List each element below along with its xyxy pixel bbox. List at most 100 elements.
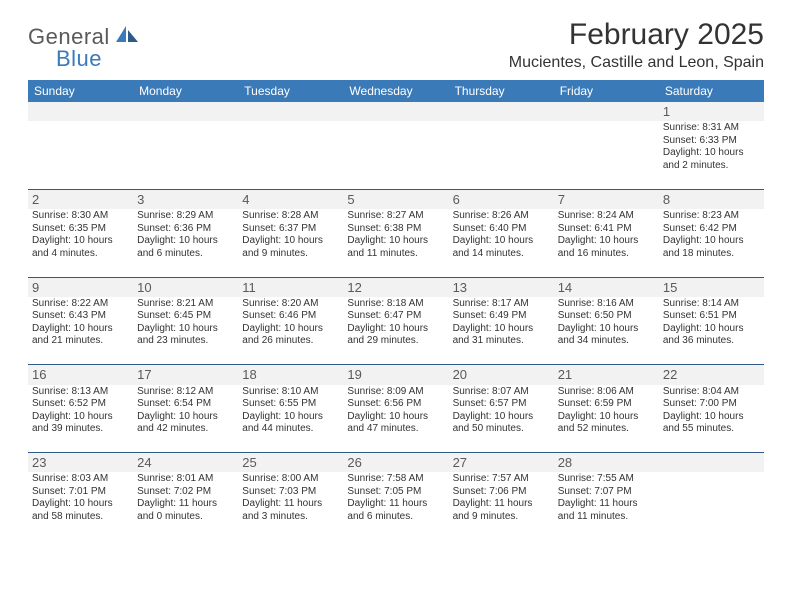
- daylight-line: and 39 minutes.: [32, 423, 129, 436]
- daylight-line: Daylight: 10 hours: [242, 323, 339, 336]
- sunset-line: Sunset: 6:41 PM: [558, 223, 655, 236]
- day-number: 9: [32, 280, 129, 296]
- daylight-line: Daylight: 10 hours: [32, 498, 129, 511]
- weekday-header: Saturday: [659, 80, 764, 102]
- day-data-cell: [449, 121, 554, 189]
- day-number-cell: 26: [343, 453, 448, 473]
- daylight-line: Daylight: 11 hours: [347, 498, 444, 511]
- day-number: 3: [137, 192, 234, 208]
- day-number-cell: [449, 102, 554, 121]
- daylight-line: Daylight: 10 hours: [32, 323, 129, 336]
- month-title: February 2025: [509, 18, 764, 52]
- day-data-cell: Sunrise: 8:01 AMSunset: 7:02 PMDaylight:…: [133, 472, 238, 540]
- sunset-line: Sunset: 6:49 PM: [453, 310, 550, 323]
- day-data-cell: Sunrise: 8:07 AMSunset: 6:57 PMDaylight:…: [449, 385, 554, 453]
- sunset-line: Sunset: 6:37 PM: [242, 223, 339, 236]
- sunrise-line: Sunrise: 7:57 AM: [453, 473, 550, 486]
- daylight-line: and 36 minutes.: [663, 335, 760, 348]
- sunset-line: Sunset: 6:47 PM: [347, 310, 444, 323]
- day-number: 26: [347, 455, 444, 471]
- daylight-line: and 6 minutes.: [137, 248, 234, 261]
- daylight-line: Daylight: 10 hours: [347, 235, 444, 248]
- daylight-line: and 2 minutes.: [663, 160, 760, 173]
- weekday-header: Wednesday: [343, 80, 448, 102]
- daylight-line: and 44 minutes.: [242, 423, 339, 436]
- day-number-cell: 2: [28, 189, 133, 209]
- daylight-line: Daylight: 11 hours: [137, 498, 234, 511]
- daylight-line: Daylight: 10 hours: [663, 323, 760, 336]
- day-number: 27: [453, 455, 550, 471]
- sunrise-line: Sunrise: 8:27 AM: [347, 210, 444, 223]
- day-data-cell: Sunrise: 8:24 AMSunset: 6:41 PMDaylight:…: [554, 209, 659, 277]
- day-data-cell: Sunrise: 8:20 AMSunset: 6:46 PMDaylight:…: [238, 297, 343, 365]
- day-number-cell: [659, 453, 764, 473]
- day-number: 2: [32, 192, 129, 208]
- day-number-cell: [133, 102, 238, 121]
- daylight-line: and 11 minutes.: [558, 511, 655, 524]
- daylight-line: and 47 minutes.: [347, 423, 444, 436]
- weekday-header: Thursday: [449, 80, 554, 102]
- day-number-cell: 10: [133, 277, 238, 297]
- sunset-line: Sunset: 6:38 PM: [347, 223, 444, 236]
- sunset-line: Sunset: 6:52 PM: [32, 398, 129, 411]
- sunrise-line: Sunrise: 8:23 AM: [663, 210, 760, 223]
- daylight-line: and 11 minutes.: [347, 248, 444, 261]
- sunrise-line: Sunrise: 7:55 AM: [558, 473, 655, 486]
- sunset-line: Sunset: 6:50 PM: [558, 310, 655, 323]
- daylight-line: and 55 minutes.: [663, 423, 760, 436]
- day-number-cell: 12: [343, 277, 448, 297]
- calendar-header-row: SundayMondayTuesdayWednesdayThursdayFrid…: [28, 80, 764, 102]
- daylight-line: Daylight: 10 hours: [453, 411, 550, 424]
- daylight-line: and 4 minutes.: [32, 248, 129, 261]
- daylight-line: and 26 minutes.: [242, 335, 339, 348]
- day-number-cell: 14: [554, 277, 659, 297]
- sunrise-line: Sunrise: 8:29 AM: [137, 210, 234, 223]
- day-number-cell: 19: [343, 365, 448, 385]
- sunset-line: Sunset: 6:55 PM: [242, 398, 339, 411]
- weekday-header: Sunday: [28, 80, 133, 102]
- weekday-header: Friday: [554, 80, 659, 102]
- daylight-line: Daylight: 10 hours: [32, 411, 129, 424]
- day-number: 24: [137, 455, 234, 471]
- sunset-line: Sunset: 6:43 PM: [32, 310, 129, 323]
- day-data-cell: Sunrise: 8:30 AMSunset: 6:35 PMDaylight:…: [28, 209, 133, 277]
- logo-blue: Blue: [56, 46, 138, 72]
- day-number-cell: [343, 102, 448, 121]
- day-data-cell: [238, 121, 343, 189]
- day-data-cell: Sunrise: 8:10 AMSunset: 6:55 PMDaylight:…: [238, 385, 343, 453]
- daylight-line: Daylight: 11 hours: [242, 498, 339, 511]
- daylight-line: Daylight: 10 hours: [663, 411, 760, 424]
- day-number-cell: [238, 102, 343, 121]
- daylight-line: and 9 minutes.: [453, 511, 550, 524]
- day-data-cell: Sunrise: 8:28 AMSunset: 6:37 PMDaylight:…: [238, 209, 343, 277]
- day-data-cell: Sunrise: 8:26 AMSunset: 6:40 PMDaylight:…: [449, 209, 554, 277]
- sunrise-line: Sunrise: 7:58 AM: [347, 473, 444, 486]
- day-data-cell: Sunrise: 8:16 AMSunset: 6:50 PMDaylight:…: [554, 297, 659, 365]
- day-number: 23: [32, 455, 129, 471]
- daylight-line: and 18 minutes.: [663, 248, 760, 261]
- sunset-line: Sunset: 7:07 PM: [558, 486, 655, 499]
- day-number: 22: [663, 367, 760, 383]
- sunset-line: Sunset: 6:56 PM: [347, 398, 444, 411]
- day-data-cell: Sunrise: 8:22 AMSunset: 6:43 PMDaylight:…: [28, 297, 133, 365]
- day-number-cell: 22: [659, 365, 764, 385]
- daylight-line: Daylight: 10 hours: [453, 323, 550, 336]
- daylight-line: Daylight: 10 hours: [558, 411, 655, 424]
- day-number-cell: 20: [449, 365, 554, 385]
- day-data-cell: [343, 121, 448, 189]
- daylight-line: and 34 minutes.: [558, 335, 655, 348]
- day-number: 28: [558, 455, 655, 471]
- sunset-line: Sunset: 7:05 PM: [347, 486, 444, 499]
- sunrise-line: Sunrise: 8:31 AM: [663, 122, 760, 135]
- sunset-line: Sunset: 6:45 PM: [137, 310, 234, 323]
- daylight-line: and 3 minutes.: [242, 511, 339, 524]
- day-data-cell: Sunrise: 8:00 AMSunset: 7:03 PMDaylight:…: [238, 472, 343, 540]
- day-data-cell: Sunrise: 8:17 AMSunset: 6:49 PMDaylight:…: [449, 297, 554, 365]
- day-number-cell: 17: [133, 365, 238, 385]
- day-number-cell: 24: [133, 453, 238, 473]
- sunrise-line: Sunrise: 8:22 AM: [32, 298, 129, 311]
- daylight-line: and 6 minutes.: [347, 511, 444, 524]
- day-number-cell: 8: [659, 189, 764, 209]
- daylight-line: Daylight: 10 hours: [137, 235, 234, 248]
- day-data-cell: Sunrise: 8:18 AMSunset: 6:47 PMDaylight:…: [343, 297, 448, 365]
